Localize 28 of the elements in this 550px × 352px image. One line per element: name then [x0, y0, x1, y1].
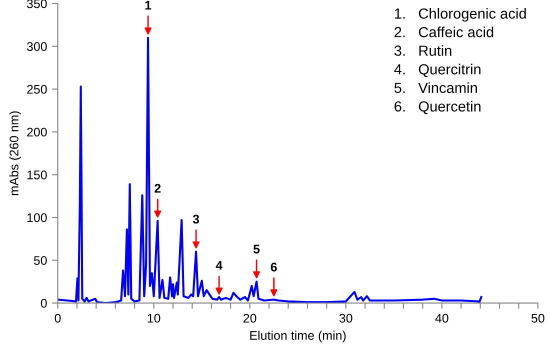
- y-tick-label: 300: [26, 42, 47, 51]
- y-tick-label: 200: [27, 128, 47, 137]
- y-tick-label: 0: [40, 298, 47, 308]
- x-axis-title: Elution time (min): [250, 330, 346, 342]
- y-tick-label: 250: [27, 84, 47, 94]
- x-tick-label: 30: [339, 314, 352, 323]
- x-tick-label: 40: [435, 314, 448, 323]
- annotation: 5. Vincamin: [394, 82, 477, 94]
- y-tick-label: 50: [34, 256, 47, 265]
- annotation: 1: [145, 0, 152, 10]
- y-tick-label: 150: [27, 170, 47, 180]
- annotation: 4: [216, 261, 222, 270]
- line-series: [58, 36, 482, 304]
- x-tick-label: 10: [148, 314, 160, 323]
- annotation: 6. Quercetin: [394, 100, 480, 114]
- x-tick-label: 50: [531, 314, 544, 323]
- y-axis-title: mAbs (260 nm): [9, 111, 21, 196]
- annotation: 3. Rutin: [394, 45, 452, 56]
- annotation: 5: [253, 244, 260, 254]
- annotation: 6: [270, 262, 277, 272]
- annotation: 2: [154, 184, 161, 193]
- annotation: 3: [192, 214, 200, 224]
- x-tick-label: 0: [54, 314, 61, 323]
- y-tick-label: 100: [27, 213, 47, 222]
- annotation: 1. Chlorogenic acid: [394, 8, 526, 22]
- annotation: 4. Quercitrin: [394, 64, 480, 78]
- x-tick-label: 20: [243, 314, 256, 323]
- annotation: 2. Caffeic acid: [394, 26, 494, 38]
